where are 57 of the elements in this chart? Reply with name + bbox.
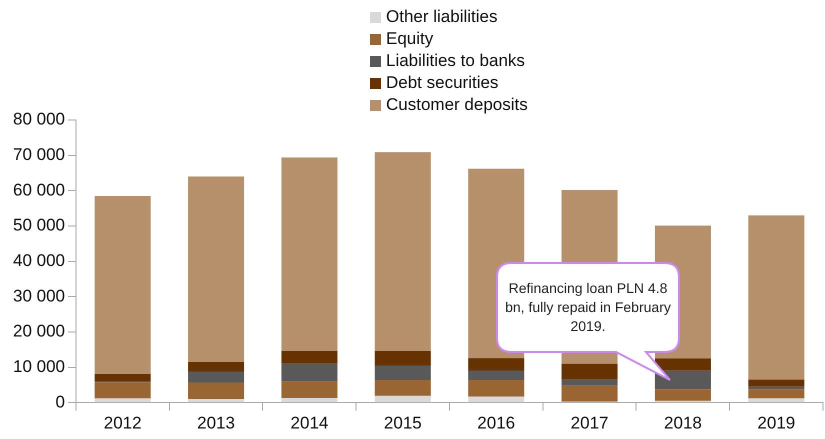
bar (562, 364, 618, 380)
x-tick-label: 2012 (104, 413, 142, 432)
legend-label: Liabilities to banks (386, 50, 525, 72)
y-tick-label: 0 (56, 392, 65, 412)
bar (468, 358, 524, 370)
bar (468, 380, 524, 397)
bar (281, 157, 338, 352)
bar (562, 380, 618, 386)
y-tick-label: 10 000 (12, 356, 65, 376)
bar (468, 370, 524, 380)
bar (188, 176, 244, 362)
bar (94, 398, 151, 402)
legend-label: Other liabilities (386, 6, 498, 28)
y-tick-label: 30 000 (12, 286, 65, 306)
bar (748, 398, 804, 402)
bar (374, 366, 431, 380)
bar (748, 386, 804, 390)
bar (748, 380, 804, 387)
bar (281, 398, 338, 402)
x-tick-label: 2016 (477, 413, 516, 432)
x-tick-label: 2013 (197, 413, 235, 432)
y-tick-label: 60 000 (12, 180, 65, 200)
bar (374, 152, 431, 352)
bar (562, 386, 618, 402)
bar (748, 389, 804, 398)
bar (281, 351, 338, 364)
bar (188, 399, 244, 402)
bar (654, 389, 711, 401)
bar (188, 382, 244, 400)
y-tick-label: 40 000 (12, 250, 65, 270)
bar (468, 396, 524, 402)
y-tick-label: 20 000 (12, 322, 65, 341)
x-tick-label: 2018 (664, 413, 702, 432)
bar (188, 372, 244, 382)
x-tick-label: 2017 (570, 413, 608, 432)
bar (281, 364, 338, 382)
y-tick-label: 70 000 (12, 145, 65, 164)
bar (281, 381, 338, 398)
bar (374, 380, 431, 396)
bar (374, 396, 431, 402)
bar (94, 374, 151, 382)
x-tick-label: 2014 (290, 413, 328, 432)
y-tick-label: 50 000 (12, 216, 65, 235)
bar (188, 362, 244, 372)
y-tick-label: 80 000 (12, 110, 65, 129)
bar (374, 351, 431, 366)
annotation: Refinancing loan PLN 4.8 bn, fully repaid in February 2019. (504, 279, 672, 336)
x-tick-label: 2019 (757, 413, 796, 432)
legend-label: Customer deposits (386, 94, 528, 116)
legend-label: Debt securities (386, 72, 498, 94)
bar (654, 358, 711, 371)
bar (94, 382, 151, 398)
legend-label: Equity (386, 28, 434, 50)
x-tick-label: 2015 (384, 413, 422, 432)
bar (748, 215, 804, 380)
bar (654, 370, 711, 390)
bar (94, 196, 151, 374)
